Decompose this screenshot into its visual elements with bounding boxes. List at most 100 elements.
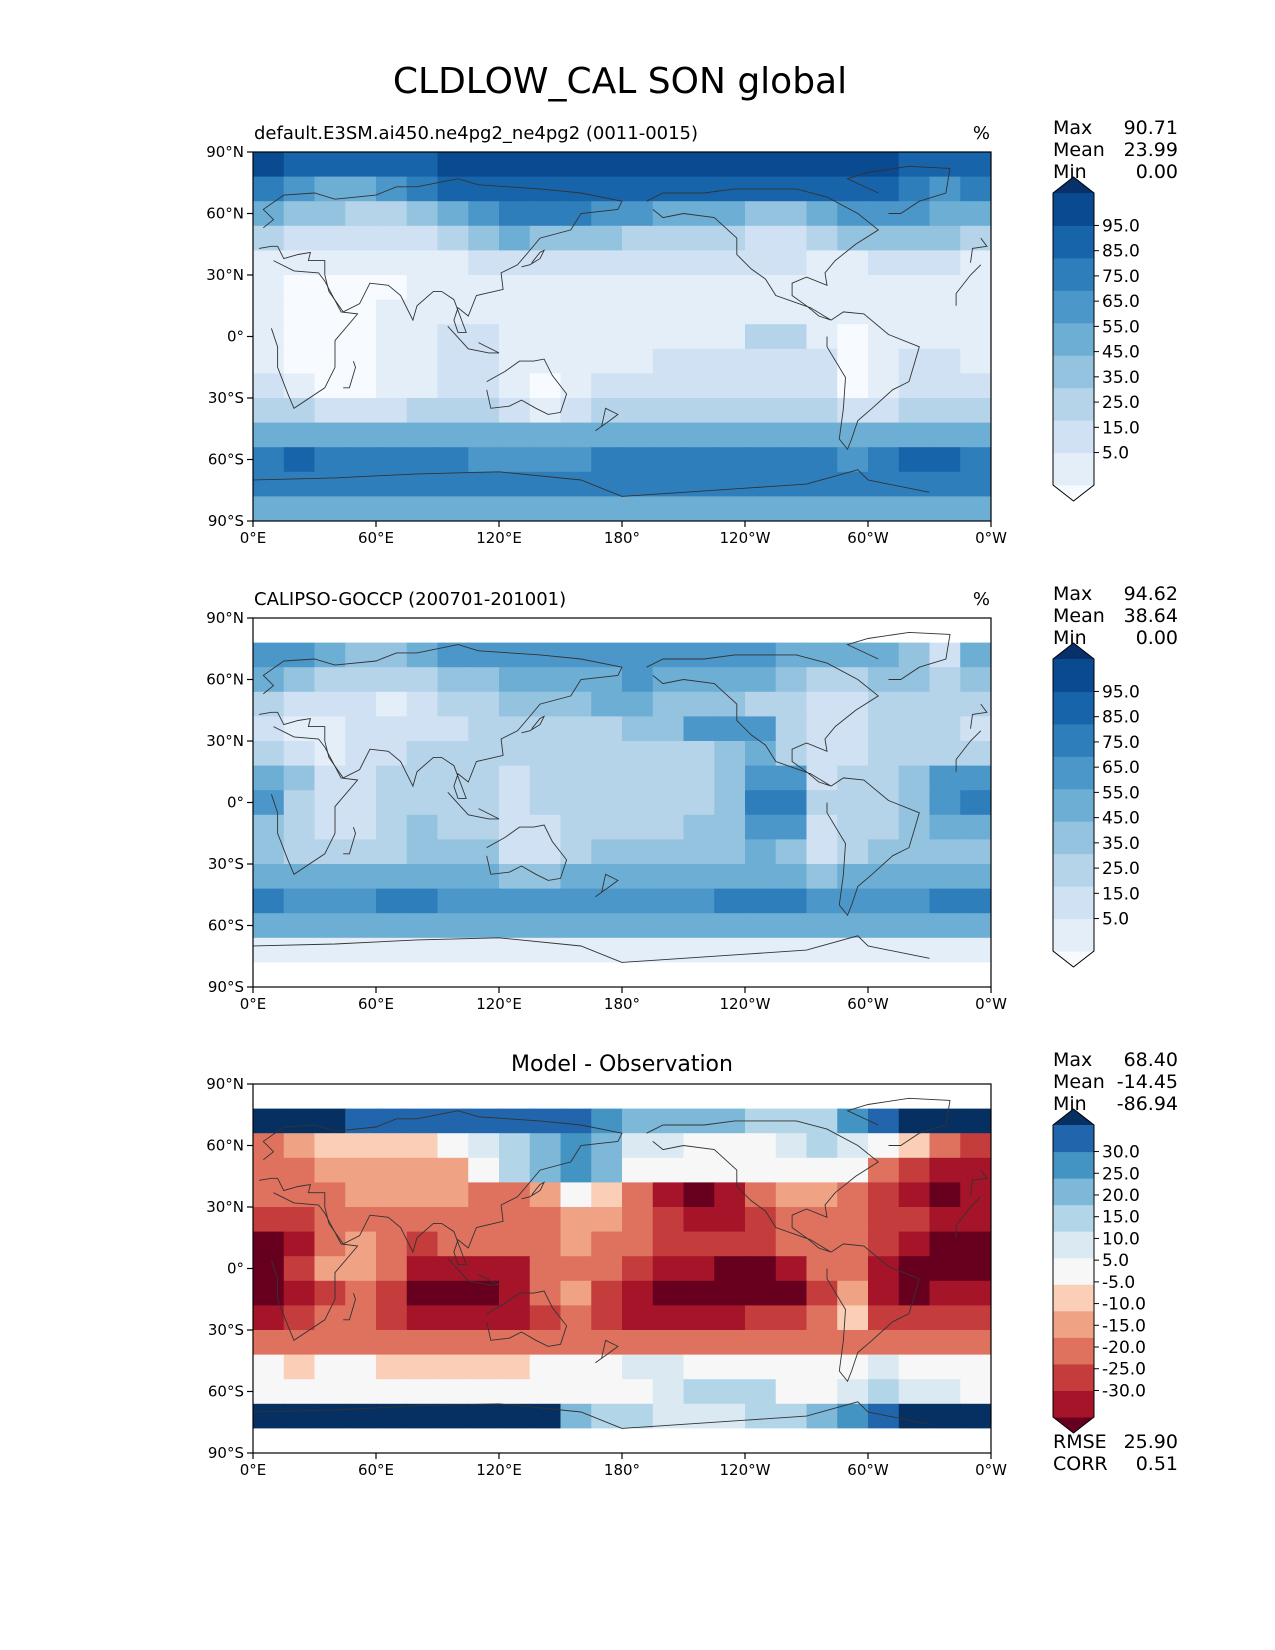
- field-cell: [560, 642, 592, 668]
- field-cell: [868, 888, 900, 914]
- coastline: [253, 937, 623, 963]
- field-cell: [283, 888, 316, 914]
- colorbar-tick-label: 20.0: [1102, 1186, 1140, 1206]
- colorbar-outline: [1052, 642, 1095, 968]
- colorbar-tick-label: 85.0: [1102, 708, 1140, 728]
- field-cell: [960, 864, 991, 890]
- field-cell: [714, 201, 746, 227]
- field-cell: [283, 1157, 316, 1183]
- field-cell: [437, 839, 469, 865]
- coastline: [343, 1292, 356, 1321]
- field-cell: [714, 1379, 746, 1405]
- field-cell: [283, 839, 316, 865]
- stat-max-label: Max: [1053, 117, 1092, 139]
- field-cell: [253, 1428, 285, 1453]
- field-cell: [345, 447, 377, 473]
- field-cell: [468, 1330, 500, 1356]
- field-cell: [283, 422, 316, 448]
- field-cell: [745, 1231, 777, 1257]
- field-cell: [560, 422, 592, 448]
- field-cell: [714, 1305, 746, 1331]
- field-cell: [253, 913, 285, 939]
- field-cell: [622, 1182, 654, 1208]
- field-cell: [591, 447, 623, 473]
- field-cell: [898, 1207, 931, 1233]
- field-cell: [560, 471, 592, 497]
- field-cell: [468, 1108, 500, 1134]
- field-cell: [929, 1403, 961, 1429]
- field-cell: [714, 250, 746, 276]
- field-cell: [437, 1157, 469, 1183]
- field-cell: [745, 864, 777, 890]
- field-cell: [714, 1428, 746, 1453]
- colorbar: 95.0 85.0 75.0 65.0 55.0 45.0 35.0 25.0 15.0 5.0: [1052, 176, 1140, 502]
- field-cell: [652, 1133, 685, 1159]
- field-cell: [929, 1305, 961, 1331]
- x-tick-label: 60°W: [847, 529, 889, 547]
- field-cell: [376, 250, 408, 276]
- field-cell: [929, 937, 961, 963]
- field-cell: [376, 152, 408, 178]
- colorbar-segment: [1053, 193, 1094, 226]
- field-cell: [376, 496, 408, 521]
- field-cell: [868, 913, 900, 939]
- x-tick-label: 120°W: [720, 995, 771, 1013]
- field-cell: [837, 1379, 869, 1405]
- field-cell: [345, 1256, 377, 1282]
- field-cell: [376, 618, 408, 644]
- field-cell: [745, 201, 777, 227]
- field-cell: [345, 1330, 377, 1356]
- field-cell: [499, 496, 531, 521]
- field-cell: [837, 1084, 869, 1110]
- field-cell: [745, 765, 777, 791]
- x-tick-label: 180°: [604, 1461, 640, 1479]
- field-cell: [468, 471, 500, 497]
- field-cell: [683, 348, 715, 374]
- field-cell: [806, 962, 838, 987]
- field-cell: [960, 913, 991, 939]
- field-cell: [652, 716, 685, 742]
- field-cell: [499, 1379, 531, 1405]
- field-cell: [868, 937, 900, 963]
- field-cell: [499, 398, 531, 424]
- field-cell: [775, 962, 808, 987]
- field-cell: [529, 1256, 562, 1282]
- colorbar-segment: [1053, 387, 1094, 421]
- stat-max-value: 90.71: [1124, 117, 1178, 139]
- field-cell: [929, 765, 961, 791]
- field-cell: [314, 667, 346, 693]
- units-label: %: [973, 123, 990, 144]
- field-cell: [652, 1428, 685, 1453]
- field-cell: [745, 716, 777, 742]
- field-cell: [499, 1108, 531, 1134]
- y-tick-label: 60°N: [206, 1137, 244, 1155]
- field-cell: [314, 962, 346, 987]
- field-cell: [929, 1207, 961, 1233]
- field-cell: [437, 324, 469, 350]
- field-cell: [714, 888, 746, 914]
- panel-model: default.E3SM.ai450.ne4pg2_ne4pg2 (0011-0…: [206, 117, 1178, 547]
- colorbar-tick-label: -15.0: [1102, 1316, 1146, 1336]
- field-cell: [683, 373, 715, 399]
- field-cell: [837, 299, 869, 325]
- field-cell: [714, 937, 746, 963]
- field-cell: [529, 275, 562, 301]
- field-cell: [714, 324, 746, 350]
- field-cell: [868, 250, 900, 276]
- coastline: [447, 325, 500, 354]
- field-cell: [652, 790, 685, 816]
- field-cell: [560, 1428, 592, 1453]
- field-cell: [929, 913, 961, 939]
- field-cell: [253, 642, 285, 668]
- field-cell: [745, 152, 777, 178]
- field-cell: [652, 765, 685, 791]
- field-cell: [406, 1133, 439, 1159]
- coastline: [270, 260, 359, 409]
- field-cell: [960, 1231, 991, 1257]
- field-cell: [468, 741, 500, 767]
- field-cell: [591, 324, 623, 350]
- coastline: [486, 824, 568, 881]
- field-cell: [406, 1157, 439, 1183]
- field-cell: [591, 1379, 623, 1405]
- field-cell: [960, 839, 991, 865]
